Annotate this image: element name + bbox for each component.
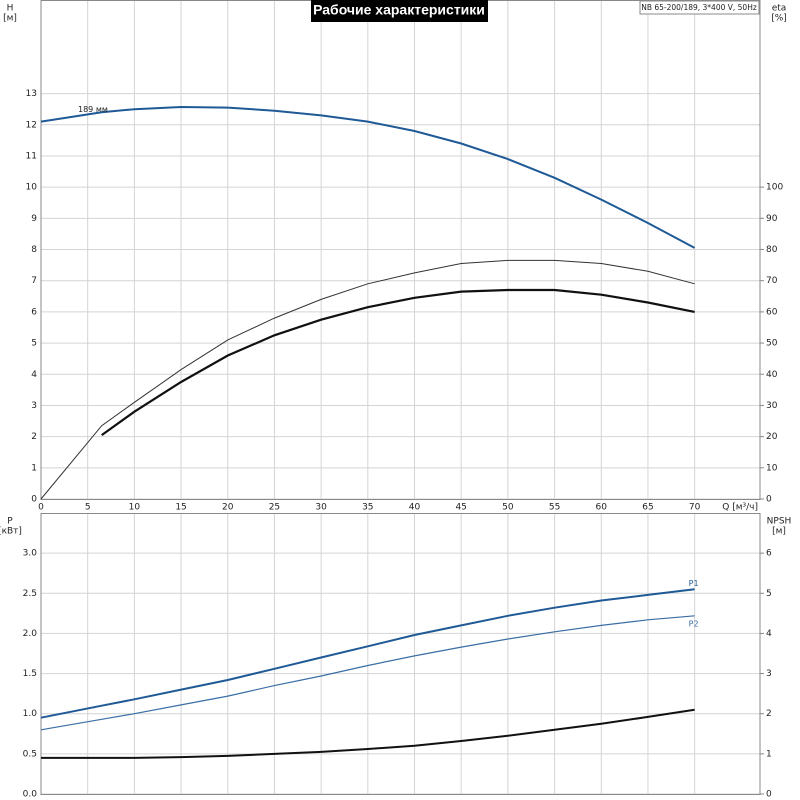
y-tick-label: 3 bbox=[31, 401, 37, 411]
y2-axis-label: eta bbox=[772, 4, 787, 14]
x-tick-label: 25 bbox=[269, 503, 280, 513]
series-label: P1 bbox=[689, 579, 699, 588]
y-tick-label: 0.5 bbox=[23, 749, 37, 759]
series-label: P2 bbox=[689, 619, 699, 628]
series-line bbox=[41, 708, 695, 759]
y2-tick-label: 100 bbox=[766, 183, 783, 193]
x-axis-label: Q [м³/ч] bbox=[722, 503, 758, 513]
series-line bbox=[101, 288, 695, 436]
y-tick-label: 2.0 bbox=[23, 629, 38, 639]
y2-tick-label: 20 bbox=[766, 432, 778, 442]
annotation-box bbox=[639, 0, 760, 15]
y-tick-label: 11 bbox=[26, 151, 37, 161]
y2-tick-label: 60 bbox=[766, 307, 778, 317]
y2-axis-label: NPSH bbox=[767, 517, 792, 527]
y-tick-label: 1 bbox=[31, 463, 37, 473]
x-tick-label: 35 bbox=[362, 503, 373, 513]
y-tick-label: 3.0 bbox=[23, 549, 38, 559]
series-label: 189 мм bbox=[78, 105, 108, 114]
y-tick-label: 5 bbox=[31, 339, 37, 349]
y2-tick-label: 10 bbox=[766, 463, 778, 473]
y-axis-unit: [кВт] bbox=[0, 527, 22, 537]
x-tick-label: 30 bbox=[315, 503, 327, 513]
y2-tick-label: 90 bbox=[766, 214, 778, 224]
y-axis-label: P bbox=[7, 517, 13, 527]
y2-axis-unit: [%] bbox=[771, 14, 787, 24]
x-tick-label: 50 bbox=[502, 503, 514, 513]
y-tick-label: 1.0 bbox=[23, 709, 38, 719]
title-box bbox=[311, 0, 488, 22]
y2-tick-label: 1 bbox=[766, 749, 772, 759]
x-tick-label: 0 bbox=[38, 503, 44, 513]
y2-tick-label: 40 bbox=[766, 370, 778, 380]
y-axis-unit: [м] bbox=[3, 14, 17, 24]
y2-tick-label: 30 bbox=[766, 401, 778, 411]
y2-tick-label: 0 bbox=[766, 495, 772, 505]
series-line bbox=[40, 105, 696, 249]
y-tick-label: 2 bbox=[31, 432, 37, 442]
y2-tick-label: 0 bbox=[766, 790, 772, 800]
y-tick-label: 12 bbox=[26, 120, 37, 130]
y-tick-label: 2.5 bbox=[23, 589, 37, 599]
y-axis-label: H bbox=[7, 4, 14, 14]
y-tick-label: 10 bbox=[26, 183, 38, 193]
x-tick-label: 5 bbox=[85, 503, 91, 513]
y-tick-label: 0.0 bbox=[23, 790, 38, 800]
x-tick-label: 15 bbox=[175, 503, 186, 513]
y2-tick-label: 3 bbox=[766, 669, 772, 679]
y-tick-label: 13 bbox=[26, 89, 37, 99]
y-tick-label: 1.5 bbox=[23, 669, 37, 679]
x-tick-label: 60 bbox=[596, 503, 608, 513]
x-tick-label: 45 bbox=[455, 503, 466, 513]
y2-axis-unit: [м] bbox=[772, 527, 786, 537]
annotation: NB 65-200/189, 3*400 V, 50Hz bbox=[641, 3, 757, 12]
y-tick-label: 0 bbox=[31, 495, 37, 505]
y-tick-label: 8 bbox=[31, 245, 37, 255]
x-tick-label: 10 bbox=[129, 503, 141, 513]
y-tick-label: 6 bbox=[31, 307, 37, 317]
y-tick-label: 7 bbox=[31, 276, 37, 286]
y2-tick-label: 50 bbox=[766, 339, 778, 349]
y-tick-label: 9 bbox=[31, 214, 37, 224]
plot-frame bbox=[40, 513, 761, 795]
x-tick-label: 65 bbox=[642, 503, 653, 513]
chart-title: Рабочие характеристики bbox=[313, 2, 485, 18]
y-tick-label: 4 bbox=[31, 370, 37, 380]
y2-tick-label: 5 bbox=[766, 589, 772, 599]
y2-tick-label: 70 bbox=[766, 276, 778, 286]
series-line bbox=[40, 615, 695, 731]
y2-tick-label: 6 bbox=[766, 549, 772, 559]
y2-tick-label: 4 bbox=[766, 629, 772, 639]
y2-tick-label: 80 bbox=[766, 245, 778, 255]
x-tick-label: 55 bbox=[549, 503, 560, 513]
x-tick-label: 40 bbox=[409, 503, 421, 513]
series-line bbox=[40, 259, 695, 500]
x-tick-label: 70 bbox=[689, 503, 701, 513]
series-line bbox=[40, 588, 695, 719]
x-tick-label: 20 bbox=[222, 503, 234, 513]
y2-tick-label: 2 bbox=[766, 709, 772, 719]
